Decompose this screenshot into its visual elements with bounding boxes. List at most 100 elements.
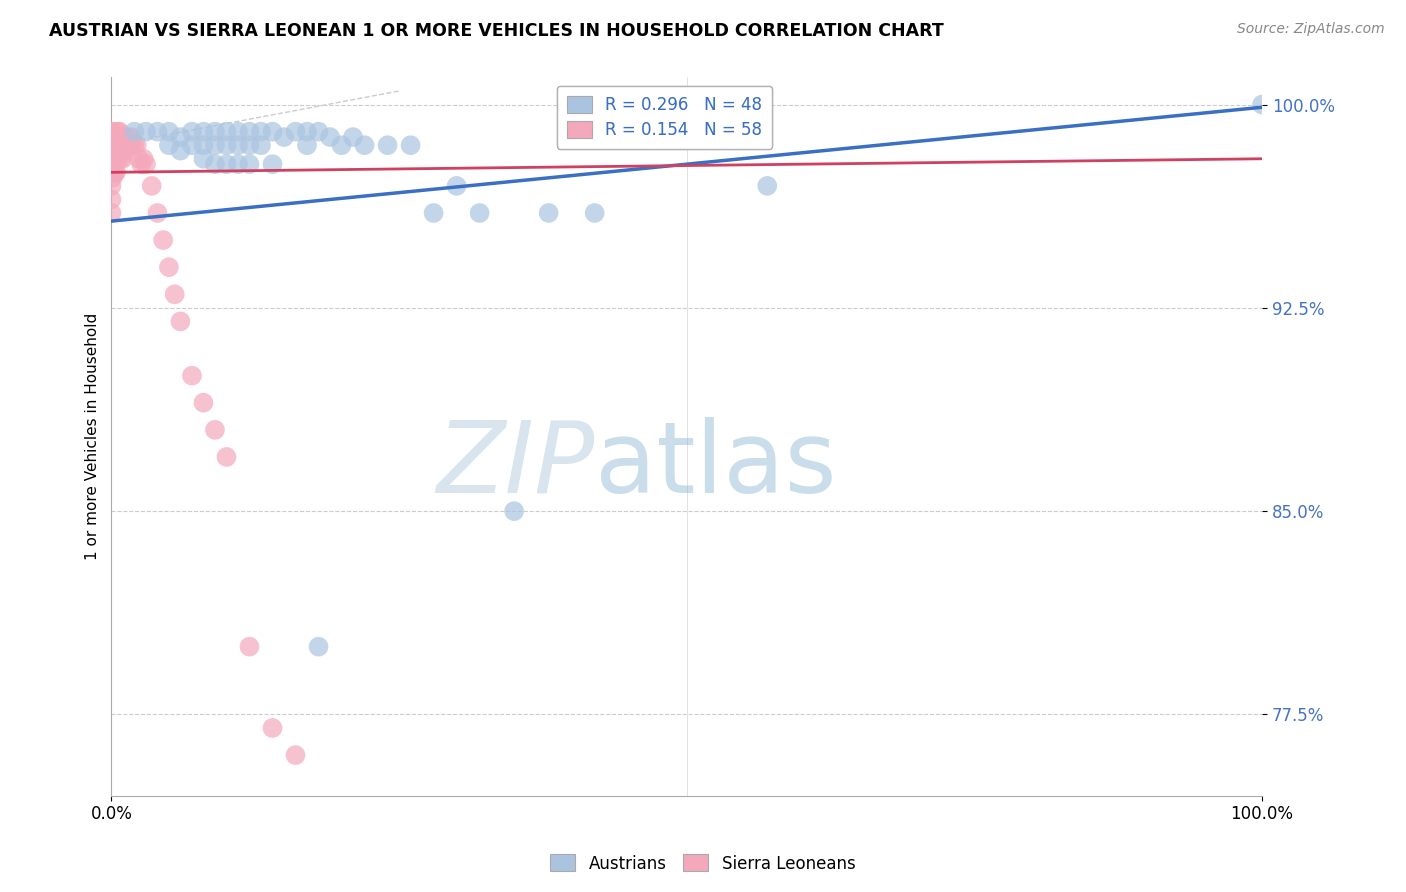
Point <box>100 178 122 193</box>
Point <box>284 748 307 763</box>
Point <box>193 125 215 139</box>
Point <box>108 146 131 161</box>
Point <box>1251 97 1274 112</box>
Point <box>204 423 226 437</box>
Point <box>104 125 127 139</box>
Point <box>399 138 422 153</box>
Point <box>112 138 135 153</box>
Point <box>169 144 191 158</box>
Point <box>100 165 122 179</box>
Point <box>319 130 342 145</box>
Point <box>111 130 134 145</box>
Point <box>111 152 134 166</box>
Text: Source: ZipAtlas.com: Source: ZipAtlas.com <box>1237 22 1385 37</box>
Point <box>181 125 204 139</box>
Point <box>238 157 260 171</box>
Point <box>141 178 163 193</box>
Point <box>169 314 191 328</box>
Point <box>107 125 129 139</box>
Point <box>295 125 318 139</box>
Point <box>238 640 260 654</box>
Point <box>103 165 125 179</box>
Text: ZIP: ZIP <box>436 417 595 514</box>
Point <box>193 138 215 153</box>
Point <box>308 640 330 654</box>
Point <box>110 130 132 145</box>
Point <box>353 138 375 153</box>
Point <box>250 138 273 153</box>
Point <box>226 138 249 153</box>
Point <box>105 144 128 158</box>
Point <box>295 138 318 153</box>
Point <box>114 138 136 153</box>
Point <box>105 130 128 145</box>
Point <box>226 157 249 171</box>
Point <box>101 144 124 158</box>
Point <box>118 130 141 145</box>
Point <box>105 152 128 166</box>
Legend: Austrians, Sierra Leoneans: Austrians, Sierra Leoneans <box>544 847 862 880</box>
Point <box>238 125 260 139</box>
Point <box>115 144 138 158</box>
Point <box>100 193 122 207</box>
Point <box>262 125 284 139</box>
Point <box>105 165 128 179</box>
Point <box>101 130 124 145</box>
Point <box>103 144 125 158</box>
Point <box>262 157 284 171</box>
Point <box>215 157 238 171</box>
Point <box>103 130 125 145</box>
Point <box>163 287 186 301</box>
Point <box>756 178 779 193</box>
Point <box>204 138 226 153</box>
Point <box>124 138 146 153</box>
Point <box>125 138 148 153</box>
Point <box>250 125 273 139</box>
Point <box>330 138 353 153</box>
Point <box>284 125 307 139</box>
Point <box>226 125 249 139</box>
Point <box>101 157 124 171</box>
Point <box>100 138 122 153</box>
Point <box>262 721 284 735</box>
Point <box>120 130 142 145</box>
Point <box>377 138 399 153</box>
Legend: R = 0.296   N = 48, R = 0.154   N = 58: R = 0.296 N = 48, R = 0.154 N = 58 <box>557 86 772 149</box>
Point <box>135 157 157 171</box>
Point <box>537 206 560 220</box>
Point <box>118 138 141 153</box>
Y-axis label: 1 or more Vehicles in Household: 1 or more Vehicles in Household <box>86 313 100 560</box>
Point <box>446 178 468 193</box>
Point <box>342 130 364 145</box>
Point <box>100 206 122 220</box>
Point <box>181 138 204 153</box>
Point <box>146 125 169 139</box>
Point <box>146 206 169 220</box>
Point <box>157 260 180 275</box>
Point <box>215 138 238 153</box>
Point <box>157 138 180 153</box>
Point <box>131 157 153 171</box>
Text: atlas: atlas <box>595 417 837 514</box>
Point <box>152 233 174 247</box>
Point <box>422 206 444 220</box>
Point <box>273 130 295 145</box>
Point <box>135 125 157 139</box>
Point <box>107 146 129 161</box>
Point <box>104 138 127 153</box>
Point <box>105 130 128 145</box>
Point <box>204 125 226 139</box>
Point <box>157 125 180 139</box>
Point <box>110 152 132 166</box>
Point <box>181 368 204 383</box>
Point <box>117 138 139 153</box>
Point <box>101 170 124 185</box>
Point <box>503 504 526 518</box>
Point <box>215 450 238 464</box>
Text: AUSTRIAN VS SIERRA LEONEAN 1 OR MORE VEHICLES IN HOUSEHOLD CORRELATION CHART: AUSTRIAN VS SIERRA LEONEAN 1 OR MORE VEH… <box>49 22 943 40</box>
Point <box>111 138 134 153</box>
Point <box>193 152 215 166</box>
Point <box>215 125 238 139</box>
Point <box>238 138 260 153</box>
Point <box>193 395 215 409</box>
